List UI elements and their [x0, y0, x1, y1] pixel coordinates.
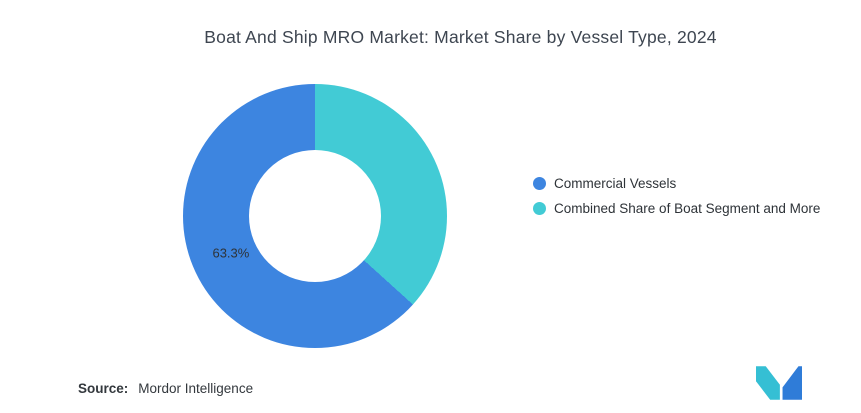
- legend-label: Combined Share of Boat Segment and More: [554, 201, 821, 216]
- legend-marker-icon: [533, 177, 546, 190]
- legend-label: Commercial Vessels: [554, 176, 677, 191]
- source-label: Source:: [78, 381, 129, 396]
- legend: Commercial Vessels Combined Share of Boa…: [533, 176, 820, 216]
- source-line: Source: Mordor Intelligence: [78, 381, 253, 396]
- legend-item-commercial-vessels: Commercial Vessels: [533, 176, 820, 191]
- logo-left-shape: [756, 366, 780, 400]
- chart-title: Boat And Ship MRO Market: Market Share b…: [204, 27, 717, 47]
- legend-marker-icon: [533, 202, 546, 215]
- donut-hole: [249, 150, 381, 282]
- logo-right-shape: [782, 366, 802, 400]
- mordor-intelligence-logo: [756, 366, 802, 400]
- slice-data-label-commercial-vessels: 63.3%: [212, 245, 250, 261]
- donut-chart: 63.3%: [183, 84, 447, 348]
- legend-item-combined-share: Combined Share of Boat Segment and More: [533, 201, 820, 216]
- source-value: Mordor Intelligence: [138, 381, 254, 396]
